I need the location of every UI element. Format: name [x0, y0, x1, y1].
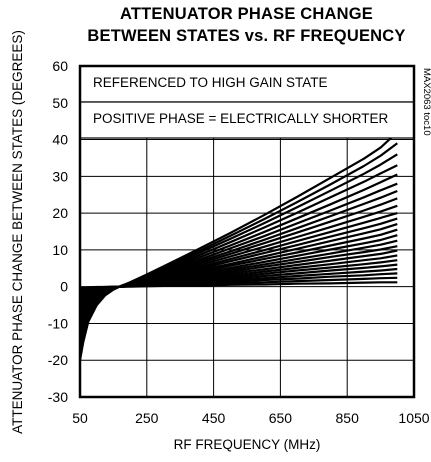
annotation-box [79, 65, 415, 103]
x-tick-label: 650 [269, 410, 293, 426]
y-tick-label: 0 [60, 279, 68, 295]
annotation-reference: REFERENCED TO HIGH GAIN STATE [93, 75, 328, 90]
y-tick-label: -10 [48, 315, 68, 331]
series-line-24 [79, 281, 398, 290]
x-tick-label: 250 [135, 410, 159, 426]
y-tick-label: 30 [52, 168, 68, 184]
y-tick-label: 10 [52, 242, 68, 258]
x-tick-label: 850 [336, 410, 360, 426]
x-tick-label: 1050 [398, 410, 429, 426]
y-tick-label: -30 [48, 389, 68, 405]
annotation-phase-sign: POSITIVE PHASE = ELECTRICALLY SHORTER [93, 111, 388, 126]
y-tick-label: 20 [52, 205, 68, 221]
y-tick-label: -20 [48, 352, 68, 368]
y-tick-label: 40 [52, 132, 68, 148]
x-tick-labels: 50 250 450 650 850 1050 [72, 410, 430, 426]
series-curves [78, 131, 399, 361]
y-tick-labels: 60 50 40 30 20 10 0 -10 -20 -30 [48, 58, 68, 405]
x-tick-label: 50 [72, 410, 88, 426]
y-axis-label: ATTENUATOR PHASE CHANGE BETWEEN STATES (… [10, 30, 25, 434]
y-tick-label: 60 [52, 58, 68, 74]
chart-title-line-2: BETWEEN STATES vs. RF FREQUENCY [87, 27, 406, 45]
y-tick-label: 50 [52, 95, 68, 111]
chart-title-line-1: ATTENUATOR PHASE CHANGE [119, 5, 374, 23]
plot-frame [78, 64, 416, 399]
x-axis-label: RF FREQUENCY (MHz) [174, 437, 321, 452]
figure-code: MAX2063 toc10 [421, 68, 431, 136]
x-tick-label: 450 [202, 410, 226, 426]
